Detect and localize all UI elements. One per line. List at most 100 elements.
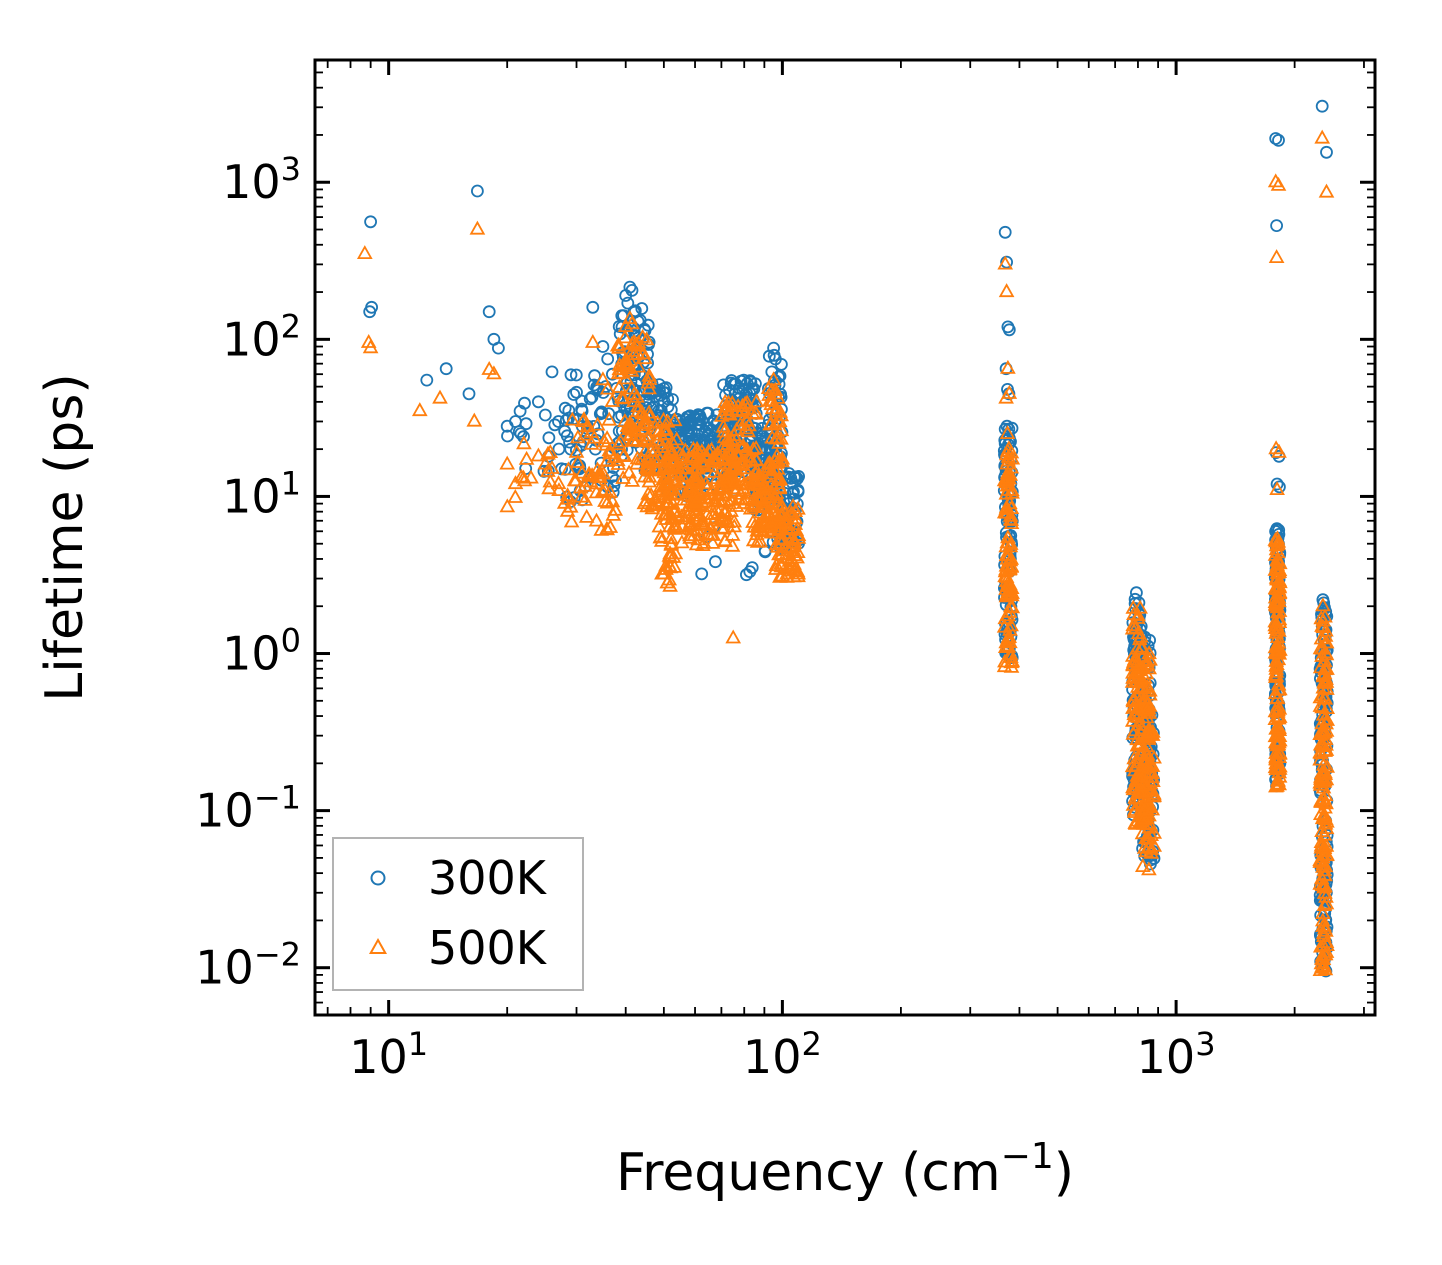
data-point <box>683 418 697 432</box>
data-point <box>735 401 751 416</box>
data-point <box>657 421 674 436</box>
data-point <box>763 415 779 429</box>
data-point <box>635 420 651 435</box>
data-point <box>682 483 699 497</box>
legend-box <box>332 837 584 991</box>
data-point <box>755 523 771 538</box>
data-point <box>749 533 766 548</box>
data-point <box>753 434 767 448</box>
data-point <box>607 501 624 516</box>
data-point <box>512 425 526 438</box>
data-point <box>709 555 722 569</box>
data-point <box>1136 810 1153 825</box>
data-point <box>591 468 608 483</box>
data-point <box>748 526 765 541</box>
data-point <box>773 430 789 445</box>
data-point <box>662 549 678 564</box>
data-point <box>772 514 789 529</box>
data-point <box>1000 359 1016 374</box>
data-point <box>1312 962 1329 976</box>
data-point <box>599 380 613 393</box>
data-point <box>599 452 615 467</box>
data-point <box>1003 654 1020 669</box>
data-point <box>654 565 670 580</box>
data-point <box>360 333 377 348</box>
data-point <box>551 482 567 496</box>
data-point <box>470 184 484 198</box>
data-point <box>741 448 758 463</box>
data-point <box>640 453 657 467</box>
data-point <box>618 370 634 385</box>
data-point <box>635 302 649 315</box>
data-point <box>559 502 576 517</box>
data-point <box>1124 620 1141 635</box>
data-point <box>1316 928 1332 942</box>
data-point <box>1126 691 1143 706</box>
data-point <box>589 416 606 431</box>
data-point <box>999 477 1016 492</box>
data-point <box>541 480 557 495</box>
data-point <box>1313 837 1330 852</box>
data-point <box>691 408 705 422</box>
data-point <box>997 639 1014 653</box>
data-point <box>638 331 655 346</box>
data-point <box>1268 249 1285 263</box>
data-point <box>700 525 716 540</box>
data-point <box>685 447 702 462</box>
data-point <box>563 513 580 528</box>
data-point <box>1317 634 1334 649</box>
data-point <box>653 532 670 547</box>
data-point <box>1317 690 1334 705</box>
data-point <box>786 534 803 549</box>
data-point <box>560 490 577 505</box>
data-point <box>998 225 1012 239</box>
data-point <box>1270 775 1286 790</box>
data-point <box>655 411 672 426</box>
data-point <box>618 360 635 375</box>
data-point <box>548 418 562 432</box>
data-point <box>617 329 633 344</box>
data-point <box>1140 700 1157 715</box>
data-point <box>772 507 789 522</box>
data-point <box>466 412 483 427</box>
data-point <box>998 283 1015 298</box>
data-point <box>640 485 657 500</box>
data-point <box>1125 796 1142 811</box>
data-point <box>582 473 599 488</box>
data-point <box>1271 443 1287 458</box>
data-point <box>1271 584 1288 598</box>
data-point <box>1126 750 1143 765</box>
data-point <box>728 473 744 488</box>
data-point <box>1314 647 1330 662</box>
data-point <box>1272 133 1285 147</box>
data-point <box>1314 129 1331 144</box>
data-point <box>1134 720 1151 735</box>
data-point <box>1315 597 1331 612</box>
data-point <box>1313 870 1330 885</box>
data-point <box>1126 706 1143 721</box>
data-point <box>364 215 378 229</box>
data-point <box>763 468 779 483</box>
data-point <box>516 435 532 450</box>
data-point <box>1314 699 1330 714</box>
data-point <box>1270 772 1286 787</box>
data-point <box>622 416 638 431</box>
data-point <box>1125 653 1142 668</box>
legend: 300K 500K <box>332 837 584 991</box>
data-point <box>694 443 710 458</box>
legend-label: 300K <box>428 851 548 905</box>
data-point <box>641 408 658 423</box>
data-point <box>1270 176 1287 191</box>
data-point <box>675 491 692 506</box>
data-point <box>641 367 658 382</box>
data-point <box>743 374 757 388</box>
data-point <box>707 509 724 524</box>
data-point <box>1134 648 1151 663</box>
data-point <box>659 447 676 462</box>
data-point <box>560 429 574 443</box>
data-point <box>767 416 783 431</box>
data-point <box>1268 751 1285 766</box>
data-point <box>663 530 679 545</box>
data-point <box>542 473 559 488</box>
